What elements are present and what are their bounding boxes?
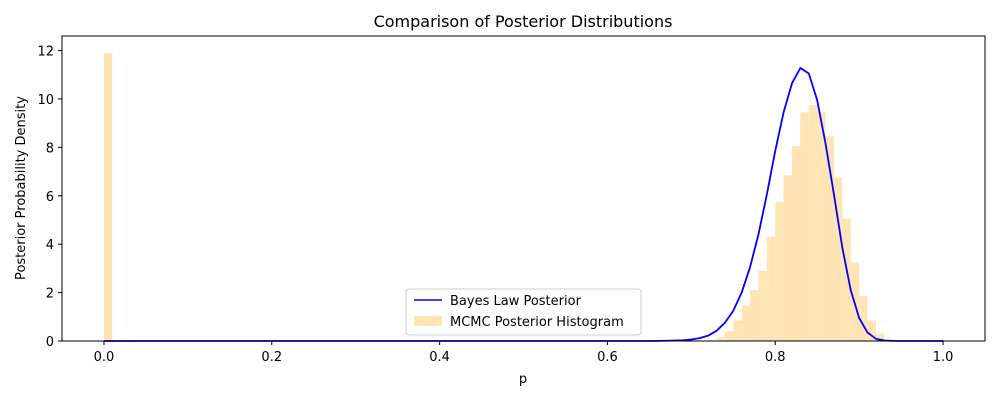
plot-frame [61,35,986,342]
histogram-bar [750,290,759,341]
histogram-bar [817,112,826,341]
histogram-bar [733,320,742,341]
x-axis: 0.0 0.2 0.4 0.6 0.8 1.0 [94,341,954,365]
chart-title: Comparison of Posterior Distributions [374,12,673,31]
y-tick-label: 6 [46,190,54,205]
histogram-bar [808,104,818,341]
y-tick-label: 4 [46,238,54,253]
histogram-bar [875,333,885,341]
y-tick-label: 12 [37,45,54,60]
histogram-bar [842,218,851,341]
histogram-bar [792,146,801,341]
x-tick-label: 0.6 [597,350,618,365]
x-tick-label: 0.8 [765,350,786,365]
histogram-bar [867,320,876,341]
x-tick-label: 0.0 [94,350,115,365]
legend-box [405,288,642,336]
y-tick-label: 2 [46,287,54,302]
legend: Bayes Law Posterior MCMC Posterior Histo… [405,288,642,336]
x-tick-label: 0.4 [429,350,450,365]
histogram-bar [103,52,113,341]
x-tick-label: 1.0 [933,350,954,365]
x-axis-label: p [519,372,527,387]
histogram-bar [758,270,767,341]
histogram-bar [825,136,834,341]
histogram-bar [724,331,734,341]
histogram-bar [716,337,725,341]
histogram-bar [833,177,843,341]
histogram-bar [859,296,868,341]
legend-label-bayes: Bayes Law Posterior [450,294,582,309]
histogram-layer [103,52,885,341]
histogram-bar [783,175,793,341]
histogram-bar [800,112,809,341]
histogram-bar [775,201,784,341]
x-tick-label: 0.2 [261,350,282,365]
legend-label-mcmc: MCMC Posterior Histogram [450,315,624,330]
y-axis: 0 2 4 6 8 10 12 [37,45,62,350]
histogram-bar [741,305,751,341]
y-tick-label: 8 [46,141,54,156]
y-tick-label: 0 [46,335,54,350]
y-tick-label: 10 [37,93,54,108]
legend-histogram-swatch [414,316,442,326]
histogram-bar [766,236,776,341]
y-axis-label: Posterior Probability Density [14,96,29,280]
